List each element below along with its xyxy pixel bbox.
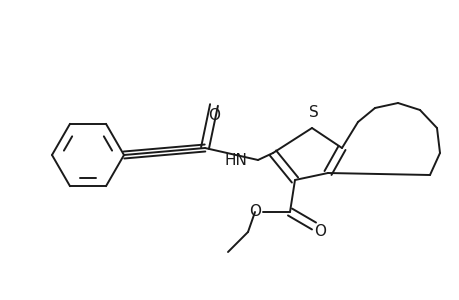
Text: S: S [308,105,318,120]
Text: HN: HN [224,152,246,167]
Text: O: O [248,205,260,220]
Text: O: O [313,224,325,238]
Text: O: O [207,107,219,122]
